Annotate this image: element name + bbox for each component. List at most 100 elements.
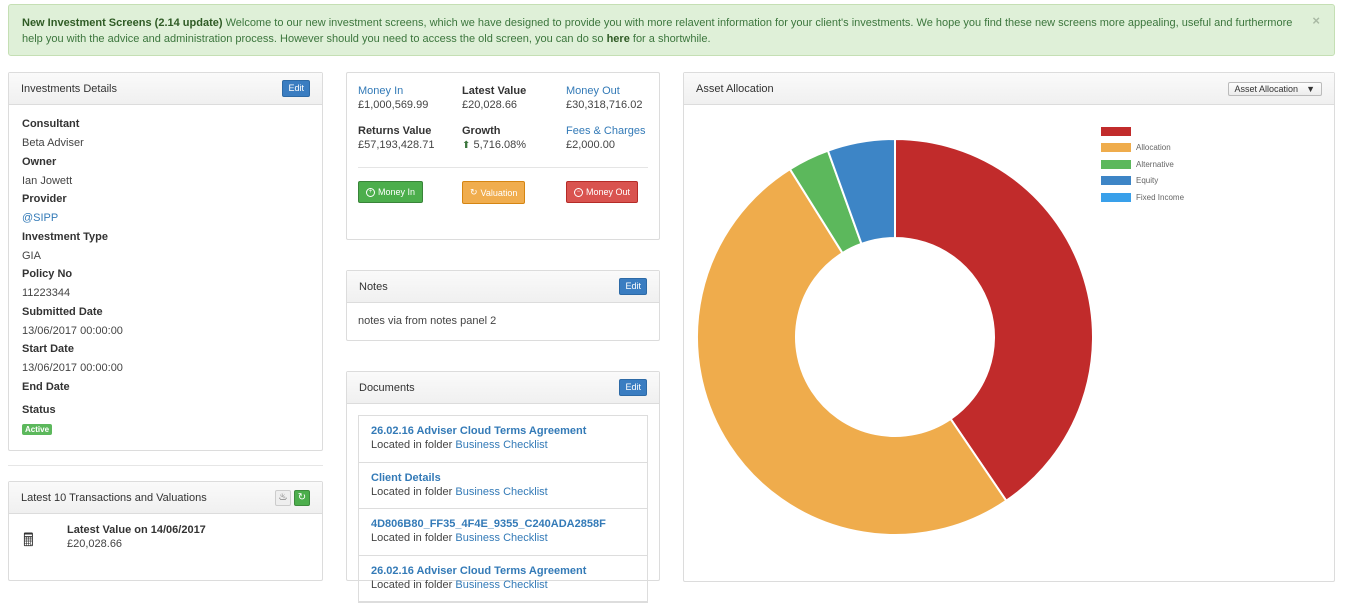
folder-prefix: Located in folder — [371, 578, 456, 591]
alert-title: New Investment Screens (2.14 update) — [22, 17, 223, 29]
start-date-value: 13/06/2017 00:00:00 — [22, 362, 123, 374]
edit-notes-button[interactable]: Edit — [619, 278, 647, 295]
documents-panel: Documents Edit 26.02.16 Adviser Cloud Te… — [346, 371, 660, 603]
growth-value: 5,716.08% — [473, 139, 527, 151]
fees-value: £2,000.00 — [566, 139, 615, 151]
investment-type-value: GIA — [22, 249, 41, 262]
money-out-button[interactable]: − Money Out — [566, 181, 639, 203]
refresh-icon: ↻ — [470, 187, 478, 197]
legend-item[interactable]: Fixed Income — [1101, 189, 1184, 206]
fees-link[interactable]: Fees & Charges — [566, 125, 646, 137]
legend-swatch — [1101, 176, 1131, 186]
provider-link[interactable]: @SIPP — [22, 212, 59, 224]
list-item: 4D806B80_FF35_4F4E_9355_C240ADA2858F Loc… — [359, 509, 647, 556]
legend-label: Allocation — [1136, 143, 1171, 153]
transaction-value: £20,028.66 — [67, 538, 123, 550]
money-out-button-label: Money Out — [586, 187, 631, 197]
transaction-title: Latest Value on 14/06/2017 — [67, 524, 206, 536]
list-item: 🖩 Latest Value on 14/06/2017 £20,028.66 — [9, 514, 322, 568]
caret-down-icon: ▼ — [1306, 83, 1315, 94]
status-badge: Active — [22, 423, 53, 435]
folder-prefix: Located in folder — [371, 439, 456, 451]
transactions-panel: Latest 10 Transactions and Valuations ♨ … — [8, 481, 323, 581]
money-out-link[interactable]: Money Out — [566, 85, 620, 97]
donut-slice-equity[interactable] — [826, 137, 896, 246]
update-alert: × New Investment Screens (2.14 update) W… — [8, 4, 1335, 56]
alert-text: Welcome to our new investment screens, w… — [22, 17, 1293, 45]
legend-label: Alternative — [1136, 159, 1174, 169]
chart-legend: Allocation Alternative Equity Fixed Income — [1101, 123, 1184, 206]
donut-slice-allocation[interactable] — [696, 167, 1008, 536]
folder-link[interactable]: Business Checklist — [455, 578, 548, 591]
investment-details-panel: Investments Details Edit Consultant Beta… — [8, 72, 323, 451]
old-screen-link[interactable]: here — [606, 33, 630, 45]
calculator-icon: 🖩 — [23, 530, 34, 550]
legend-item[interactable]: Allocation — [1101, 140, 1184, 157]
edit-details-button[interactable]: Edit — [282, 80, 310, 97]
legend-item[interactable]: Equity — [1101, 173, 1184, 190]
panel-title: Investments Details — [21, 82, 117, 95]
legend-label: Equity — [1136, 176, 1159, 186]
summary-panel: Money In £1,000,569.99 Latest Value £20,… — [346, 72, 660, 240]
folder-link[interactable]: Business Checklist — [455, 439, 548, 451]
folder-prefix: Located in folder — [371, 485, 456, 498]
policy-no-label: Policy No — [22, 268, 73, 280]
notes-text: notes via from notes panel 2 — [358, 315, 497, 327]
alert-text-end: for a shortwhile. — [629, 33, 711, 45]
summary-divider — [358, 167, 648, 168]
submitted-date-value: 13/06/2017 00:00:00 — [22, 324, 123, 337]
asset-allocation-panel: Asset Allocation Asset Allocation ▼ Alloc… — [683, 72, 1335, 582]
submitted-date-label: Submitted Date — [22, 305, 103, 318]
consultant-label: Consultant — [22, 118, 80, 130]
valuation-button-label: Valuation — [480, 187, 518, 198]
document-link[interactable]: 26.02.16 Adviser Cloud Terms Agreement — [371, 425, 587, 437]
divider — [8, 465, 323, 466]
provider-label: Provider — [22, 193, 67, 205]
notes-panel: Notes Edit notes via from notes panel 2 — [346, 270, 660, 341]
donut-slice-unnamed[interactable] — [894, 137, 1094, 503]
start-date-label: Start Date — [22, 343, 74, 355]
end-date-label: End Date — [22, 380, 70, 393]
dropdown-label: Asset Allocation — [1234, 83, 1299, 94]
latest-value-value: £20,028.66 — [462, 99, 518, 111]
legend-swatch — [1101, 143, 1131, 153]
owner-value: Ian Jowett — [22, 174, 73, 187]
money-in-button[interactable]: + Money In — [358, 181, 424, 203]
list-item: 26.02.16 Adviser Cloud Terms Agreement L… — [359, 556, 647, 602]
minus-icon: − — [574, 187, 583, 197]
panel-title: Notes — [359, 280, 388, 293]
edit-documents-button[interactable]: Edit — [619, 379, 647, 396]
flame-icon[interactable]: ♨ — [275, 489, 291, 506]
document-link[interactable]: 26.02.16 Adviser Cloud Terms Agreement — [371, 564, 587, 577]
panel-title: Documents — [359, 381, 415, 394]
legend-item[interactable]: Alternative — [1101, 156, 1184, 173]
legend-item[interactable] — [1101, 123, 1184, 140]
asset-allocation-dropdown[interactable]: Asset Allocation ▼ — [1227, 81, 1322, 96]
valuation-button[interactable]: ↻ Valuation — [462, 181, 526, 204]
document-link[interactable]: 4D806B80_FF35_4F4E_9355_C240ADA2858F — [371, 518, 606, 530]
documents-list: 26.02.16 Adviser Cloud Terms Agreement L… — [358, 415, 648, 603]
money-out-value: £30,318,716.02 — [566, 99, 643, 111]
investment-type-label: Investment Type — [22, 230, 108, 243]
legend-swatch — [1101, 126, 1131, 136]
folder-link[interactable]: Business Checklist — [455, 532, 548, 544]
legend-swatch — [1101, 192, 1131, 202]
legend-swatch — [1101, 159, 1131, 169]
document-link[interactable]: Client Details — [371, 471, 441, 484]
growth-label: Growth — [462, 125, 501, 137]
list-item: Client Details Located in folder Busines… — [359, 463, 647, 509]
consultant-value: Beta Adviser — [22, 137, 84, 149]
legend-label: Fixed Income — [1136, 192, 1185, 202]
list-item: 26.02.16 Adviser Cloud Terms Agreement L… — [359, 416, 647, 463]
money-in-link[interactable]: Money In — [358, 85, 404, 97]
panel-title: Asset Allocation — [696, 82, 774, 95]
folder-prefix: Located in folder — [371, 532, 456, 544]
close-icon[interactable]: × — [1312, 13, 1320, 28]
money-in-value: £1,000,569.99 — [358, 99, 429, 111]
folder-link[interactable]: Business Checklist — [455, 485, 548, 498]
money-in-button-label: Money In — [378, 187, 416, 197]
returns-label: Returns Value — [358, 125, 432, 137]
status-label: Status — [22, 403, 56, 416]
returns-value: £57,193,428.71 — [358, 139, 435, 151]
refresh-icon[interactable]: ↻ — [294, 489, 310, 506]
